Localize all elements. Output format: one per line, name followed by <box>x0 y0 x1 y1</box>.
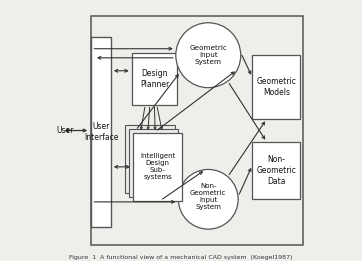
Bar <box>92 37 111 227</box>
Circle shape <box>176 23 241 88</box>
Text: Non-
Geometric
Data: Non- Geometric Data <box>256 155 296 186</box>
Text: Figure  1  A functional view of a mechanical CAD system  (Koegel1987): Figure 1 A functional view of a mechanic… <box>69 255 293 260</box>
Text: Geometric
Input
System: Geometric Input System <box>189 45 227 65</box>
Bar <box>133 133 182 201</box>
Bar <box>129 129 178 197</box>
Bar <box>252 55 300 119</box>
Text: Intelligent
Design
Sub-
systems: Intelligent Design Sub- systems <box>140 153 175 180</box>
Bar <box>252 142 300 199</box>
Text: Geometric
Models: Geometric Models <box>256 77 296 97</box>
Bar <box>92 16 303 245</box>
Bar <box>125 125 174 193</box>
Text: Design
Planner: Design Planner <box>140 69 169 89</box>
Circle shape <box>178 169 238 229</box>
Bar <box>132 53 177 105</box>
Text: User
Interface: User Interface <box>84 122 118 142</box>
Text: User: User <box>56 126 74 135</box>
Text: Non-
Geometric
Input
System: Non- Geometric Input System <box>190 183 227 210</box>
